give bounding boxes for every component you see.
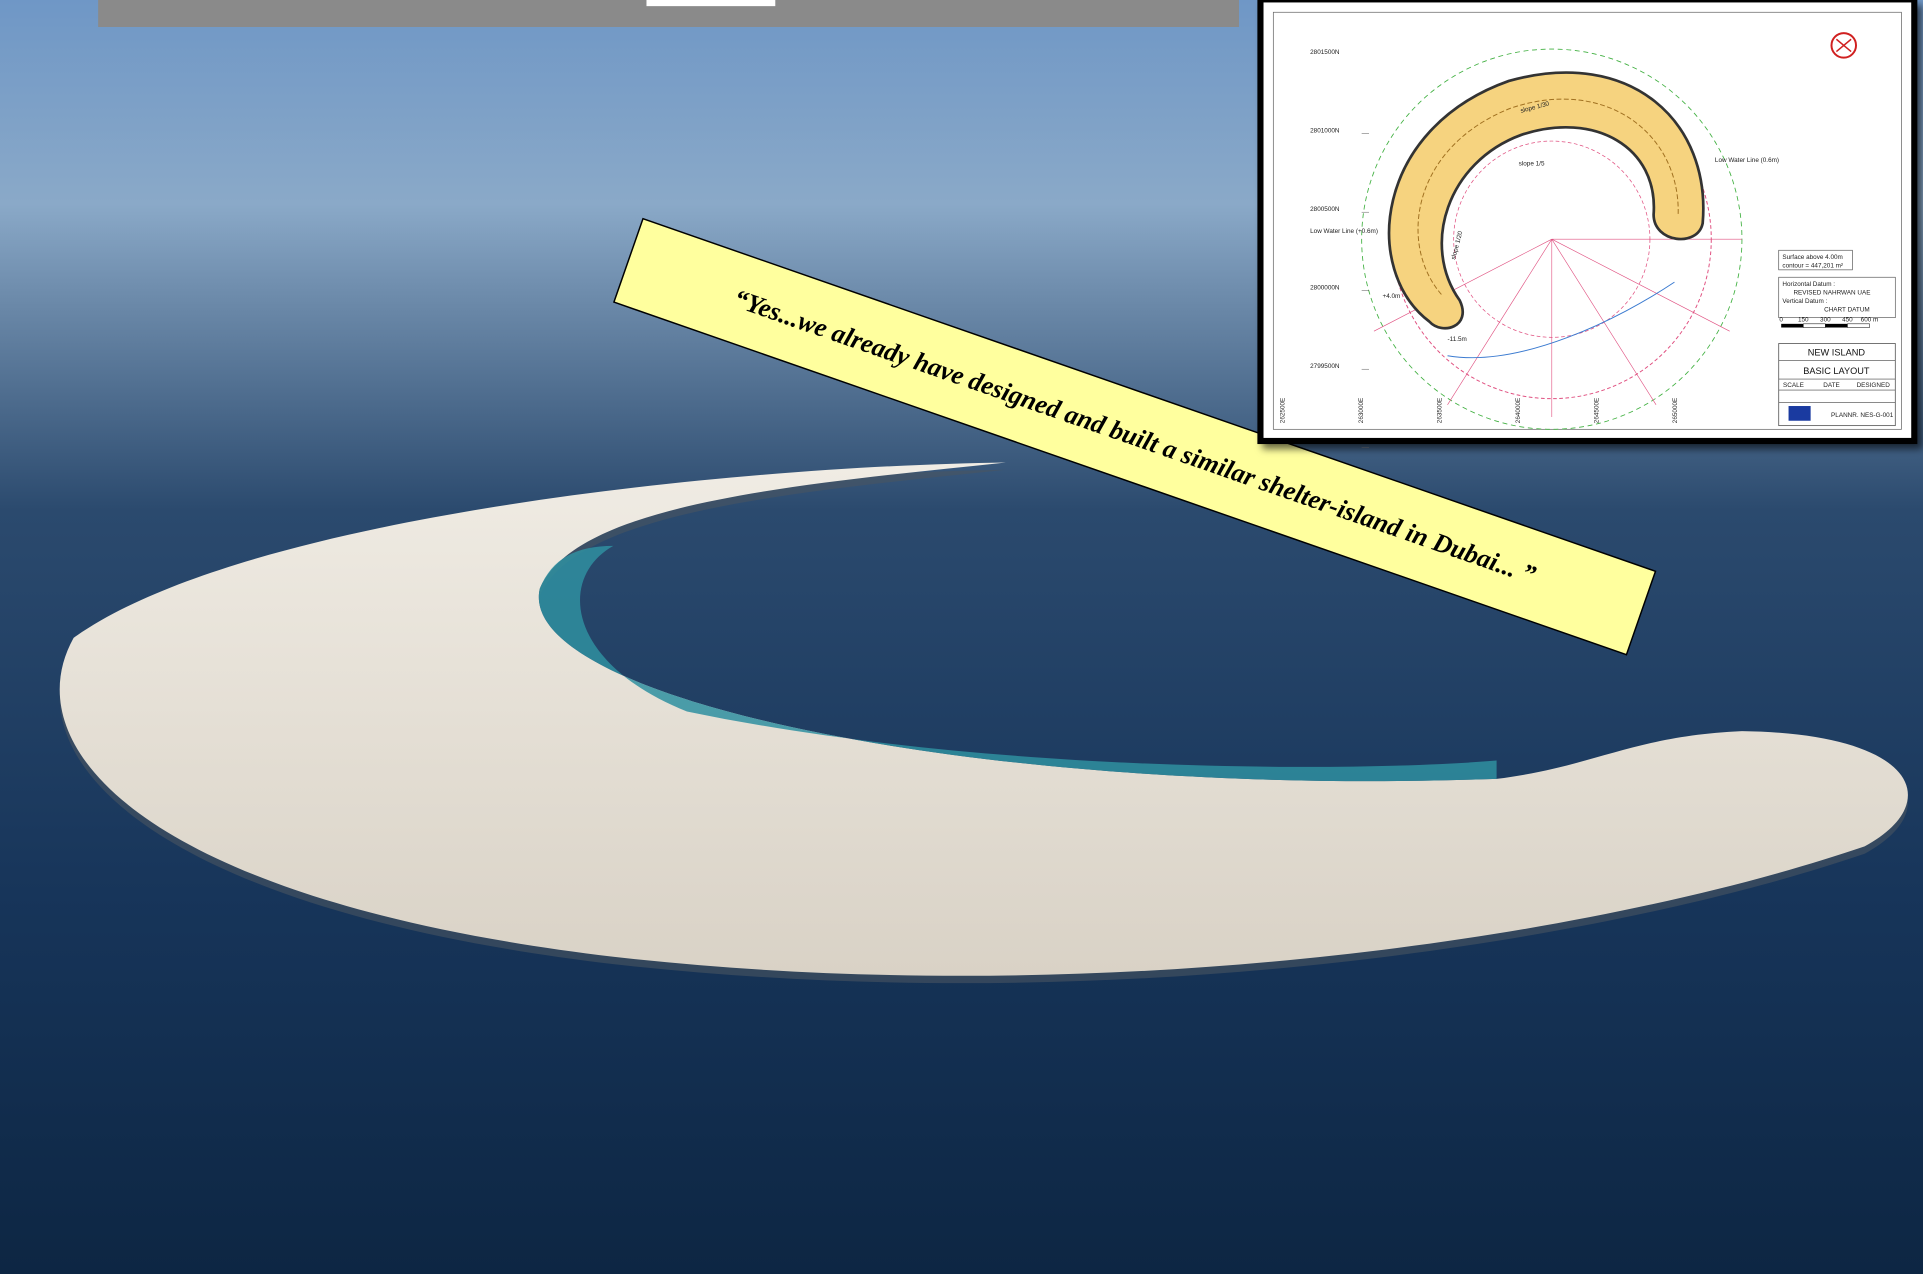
annotation: Low Water Line (+0.6m) <box>1310 228 1378 235</box>
easting-label: 263500E <box>1436 398 1443 423</box>
scale-bar-segment <box>1803 323 1826 328</box>
drawing-name: BASIC LAYOUT <box>1803 366 1870 376</box>
datum-box <box>1778 276 1896 319</box>
easting-label: 264500E <box>1593 398 1600 423</box>
annotation: -11.5m <box>1448 336 1467 343</box>
northing-label: 2800500N <box>1310 206 1340 213</box>
annotation: slope 1/5 <box>1519 161 1545 168</box>
logo-mark <box>1835 38 1852 53</box>
island-plan <box>1387 71 1705 330</box>
easting-label: 264000E <box>1515 398 1522 423</box>
northing-label: 2801500N <box>1310 49 1340 56</box>
datum-text: Horizontal Datum : <box>1782 281 1835 288</box>
surface-text: Surface above 4.00m <box>1782 254 1842 261</box>
northing-label: 2801000N <box>1310 127 1340 134</box>
block-header: DESIGNED <box>1857 382 1891 389</box>
easting-label: 263000E <box>1358 398 1365 423</box>
datum-text: REVISED NAHRWAN UAE <box>1793 289 1870 296</box>
datum-text: Vertical Datum : <box>1782 298 1827 305</box>
scale-label: 300 <box>1820 316 1831 323</box>
contour-line <box>1417 98 1679 295</box>
island <box>59 462 1908 976</box>
drawing-number: PLANNR. NES-G-001 <box>1831 412 1894 419</box>
annotation: Low Water Line (0.6m) <box>1715 157 1779 164</box>
inset-drawing: Low Water Line (+0.6m) Low Water Line (0… <box>1257 0 1918 448</box>
company-logo <box>1788 406 1811 421</box>
northing-label: 2800000N <box>1310 284 1340 291</box>
scale-bar-segment <box>1847 323 1870 328</box>
annotation: +4.0m <box>1383 293 1401 300</box>
scale-label: 450 <box>1842 316 1853 323</box>
easting-label: 262500E <box>1279 398 1286 423</box>
drawing-border <box>1272 11 1902 430</box>
coordinates: 2801500N 2801000N 2800500N 2800000N 2799500N… <box>1279 49 1679 448</box>
datum-text: CHART DATUM <box>1824 307 1870 314</box>
scale-labels: 0 150 300 450 600 m <box>1779 316 1878 323</box>
northing-label: 2799500N <box>1310 363 1340 370</box>
quote-box <box>612 217 1657 656</box>
block-header: SCALE <box>1783 382 1804 389</box>
block-header: DATE <box>1823 382 1840 389</box>
project-name: NEW ISLAND <box>1808 348 1866 358</box>
scale-label: 150 <box>1798 316 1809 323</box>
water-line <box>1447 281 1675 359</box>
surface-text: contour = 447,201 m² <box>1782 262 1843 269</box>
scale-label: 0 <box>1779 316 1783 323</box>
easting-label: 265000E <box>1672 398 1679 423</box>
top-bar-tab <box>646 0 776 7</box>
surface-box <box>1778 249 1853 271</box>
scale-label: 600 m <box>1861 316 1879 323</box>
